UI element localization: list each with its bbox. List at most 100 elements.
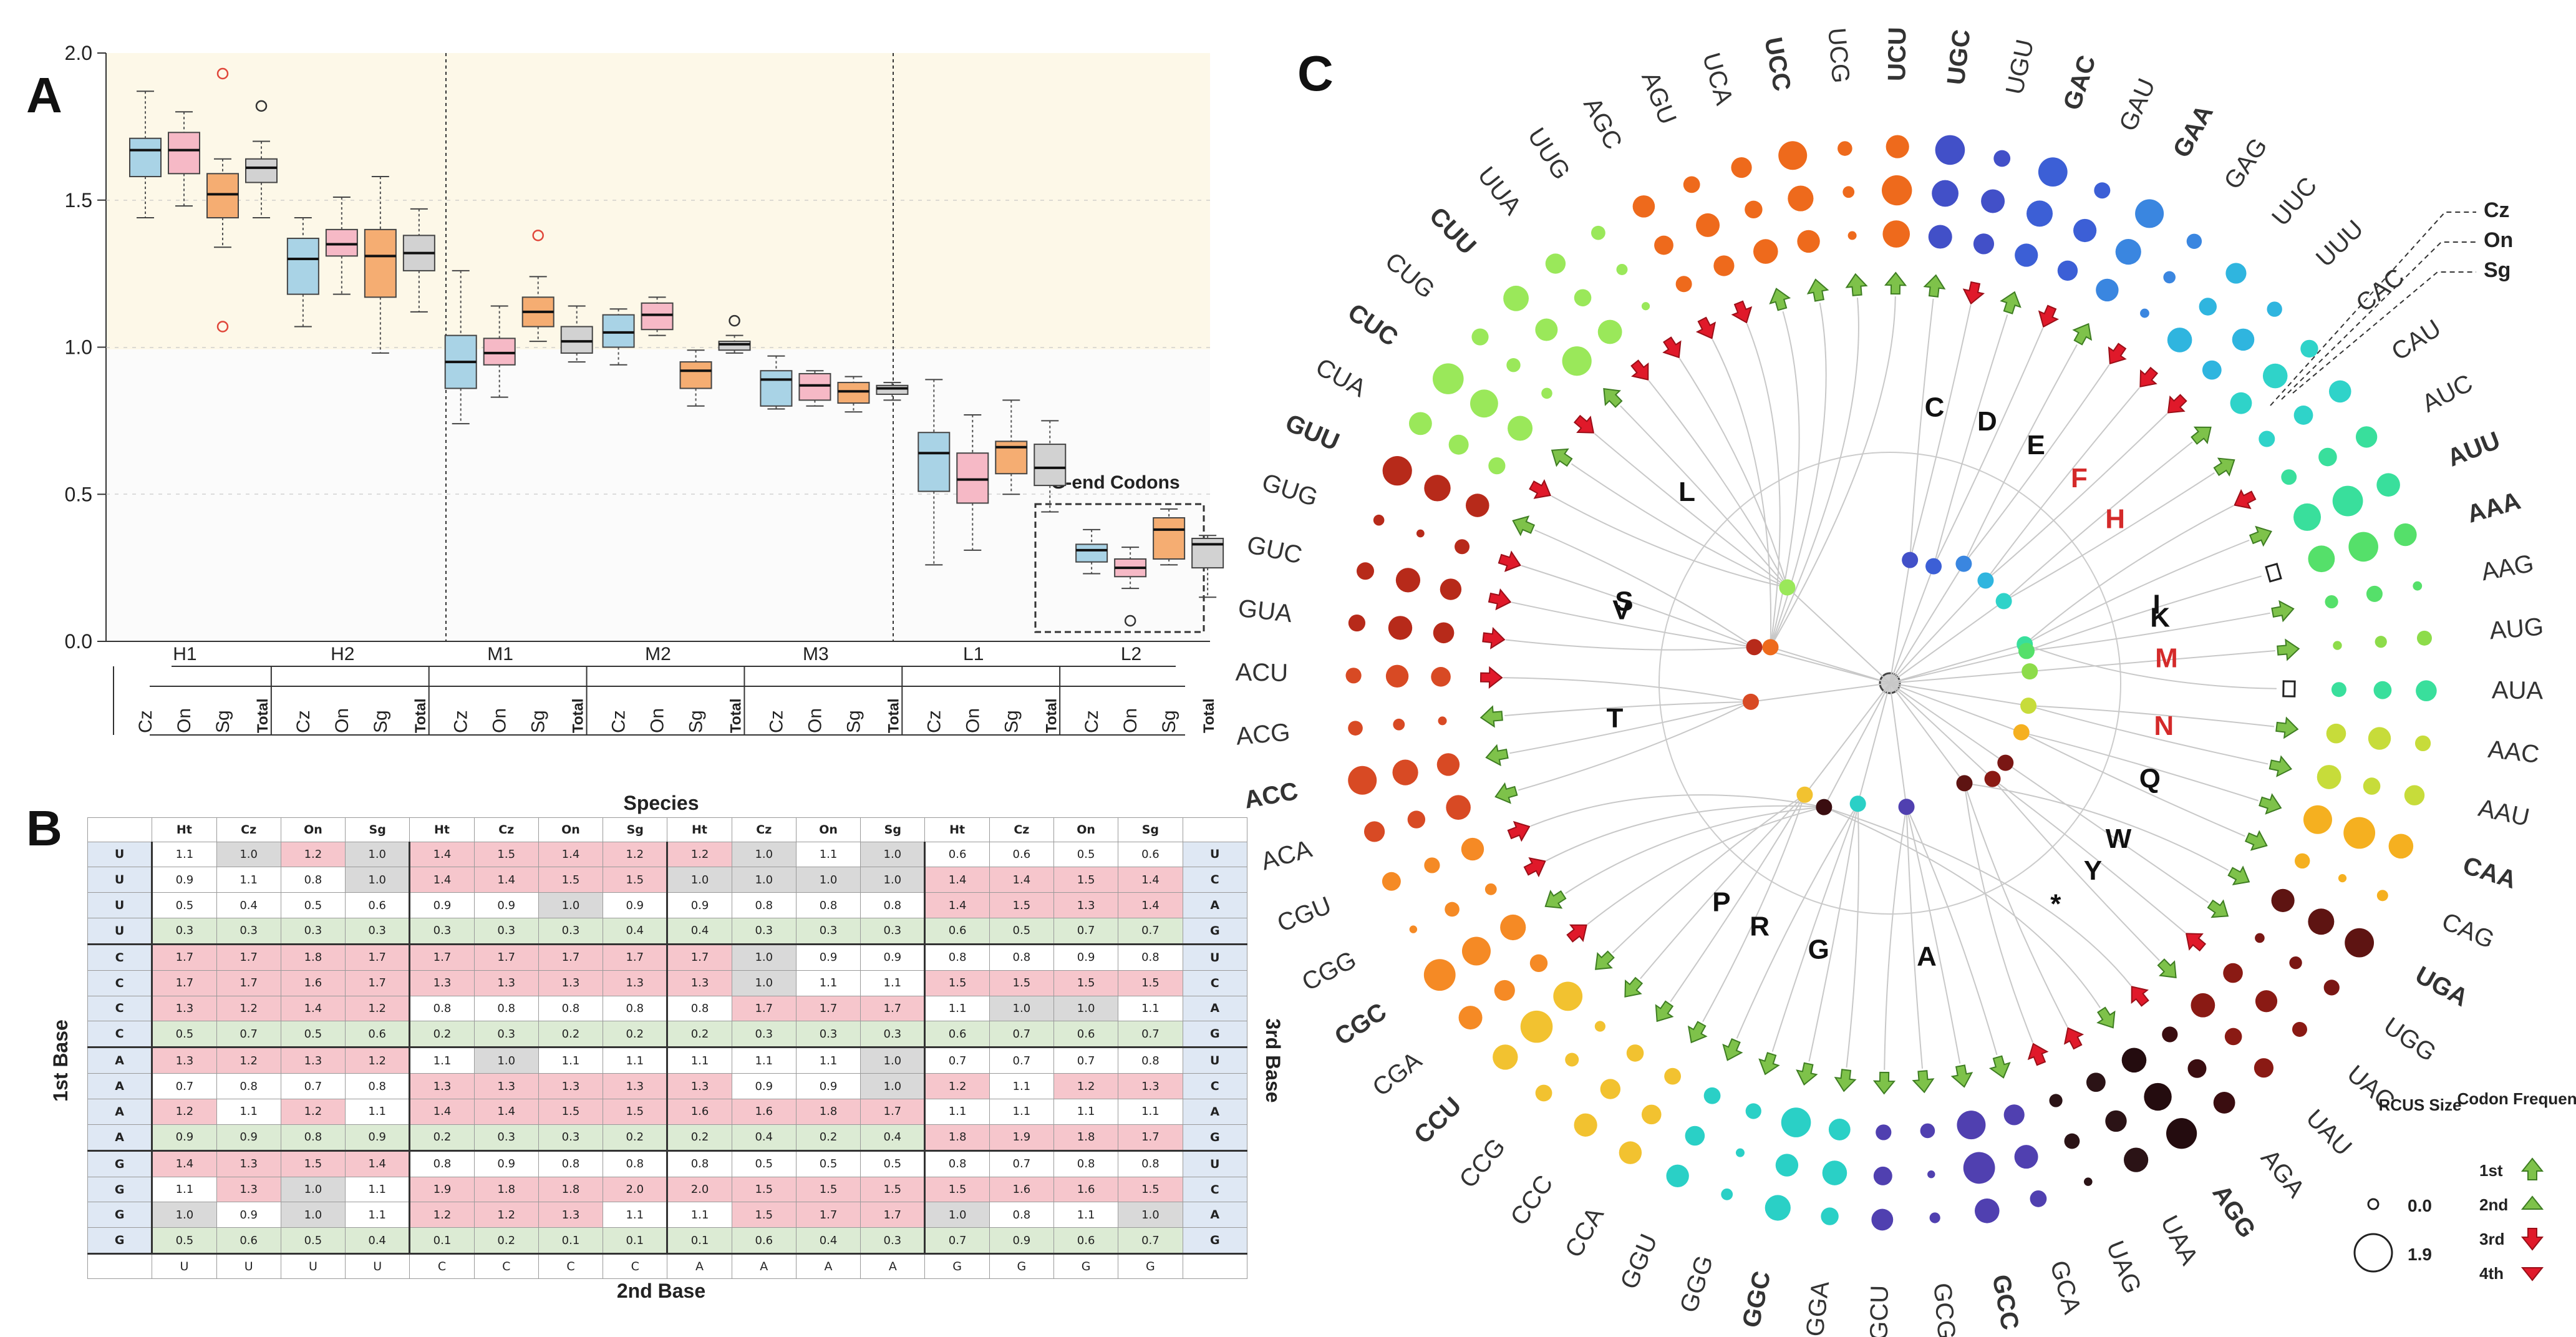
codon-branch <box>1505 639 1755 651</box>
sub-label: Total <box>728 698 745 733</box>
freq-arrow-up <box>1624 976 1644 998</box>
rscu-cell: 0.9 <box>216 1124 281 1152</box>
rscu-dot <box>1838 141 1852 156</box>
rscu-dot <box>1920 1123 1935 1139</box>
codon-branch <box>2021 731 2259 802</box>
freq-arrow-up <box>2249 525 2272 547</box>
table-row: C 1.7 1.7 1.6 1.7 1.3 1.3 1.3 1.3 1.3 1.0 1.1 1.1 1.5… <box>87 970 1248 996</box>
sub-label: Total <box>1201 698 1218 733</box>
codon-branch <box>1909 298 1934 560</box>
codon-label: CUG <box>1380 247 1440 304</box>
codon-label: ACA <box>1258 835 1315 875</box>
box-iqr <box>286 238 319 295</box>
rscu-cell: 0.8 <box>603 995 668 1022</box>
codon-label: CGU <box>1274 892 1335 938</box>
rscu-dot <box>2376 473 2400 497</box>
rscu-cell: 2.0 <box>666 1176 732 1203</box>
codon-label: GUU <box>1281 409 1343 456</box>
species-header: On <box>280 817 346 842</box>
codon-label: GAA <box>2168 100 2219 162</box>
third-base-cell: A <box>1182 1099 1248 1125</box>
box-M2-Cz <box>602 308 635 366</box>
rscu-cell: 1.2 <box>280 1099 346 1125</box>
rscu-dot <box>1436 753 1460 776</box>
rscu-dot <box>2366 585 2383 602</box>
rscu-dot <box>1494 980 1515 1001</box>
rscu-cell: 0.9 <box>409 892 475 918</box>
freq-legend-label: 4th <box>2479 1264 2504 1283</box>
rscu-cell: 0.8 <box>795 892 861 918</box>
box-iqr <box>1034 444 1067 487</box>
amino-acid-label: D <box>1977 406 1997 437</box>
codon-branch <box>1736 803 1859 1039</box>
second-base-cell: A <box>731 1253 797 1279</box>
freq-arrow-up <box>1758 1052 1780 1076</box>
rscu-dot <box>1388 616 1413 640</box>
rscu-cell: 1.2 <box>1053 1073 1119 1099</box>
rscu-dot <box>2281 469 2297 485</box>
rscu-cell: 0.3 <box>860 1227 926 1255</box>
rscu-cell: 1.0 <box>860 1073 926 1099</box>
freq-arrow-down <box>1529 479 1552 499</box>
amino-acid-label: P <box>1712 887 1730 917</box>
rscu-dot <box>2326 723 2346 744</box>
rscu-dot <box>2308 908 2335 935</box>
rscu-dot <box>2202 360 2222 380</box>
rscu-cell: 1.4 <box>345 1150 410 1177</box>
size-legend-max: 1.9 <box>2408 1245 2432 1264</box>
rscu-dot <box>1927 1170 1935 1179</box>
rscu-cell: 1.1 <box>1118 995 1183 1022</box>
freq-arrow-up <box>2207 899 2229 918</box>
rscu-dot <box>1345 668 1362 684</box>
codon-label: AUU <box>2444 427 2504 472</box>
rscu-dot <box>1765 1195 1791 1221</box>
rscu-dot <box>1500 914 1526 941</box>
y-tick-label: 1.5 <box>65 189 92 211</box>
amino-acid-label: L <box>1678 477 1695 507</box>
rscu-cell: 0.5 <box>1053 841 1119 868</box>
rscu-dot <box>1574 1113 1597 1137</box>
species-header: On <box>795 817 861 842</box>
rscu-dot <box>1745 200 1763 219</box>
rscu-dot <box>1619 1141 1642 1164</box>
codon-branch <box>1905 807 1924 1069</box>
rscu-dot <box>1616 263 1628 275</box>
rscu-cell: 1.0 <box>731 943 797 971</box>
freq-arrow-up <box>1872 1071 1896 1095</box>
rscu-dot <box>1348 721 1363 736</box>
box-M1-Cz <box>444 270 477 425</box>
rscu-cell: 0.9 <box>216 1202 281 1228</box>
freq-arrow-down <box>1566 924 1587 943</box>
rscu-cell: 1.5 <box>795 1176 861 1203</box>
freq-arrow-up <box>1923 274 1946 298</box>
box-M3-Total <box>876 382 909 401</box>
codon-branch <box>1504 701 1751 717</box>
group-label: M3 <box>803 644 829 664</box>
amino-acid-label: N <box>2154 711 2174 741</box>
codon-label: AGG <box>2207 1180 2260 1243</box>
freq-arrow-down <box>2131 986 2149 1007</box>
table-row: G 1.0 0.9 1.0 1.1 1.2 1.2 1.3 1.1 1.1 1.5 1.7 1.7 1.0… <box>87 1202 1248 1228</box>
codon-branch <box>2003 472 2215 602</box>
rscu-cell: 1.0 <box>280 1176 346 1203</box>
box-H1-Total <box>245 100 278 219</box>
rscu-dot <box>1520 1010 1553 1043</box>
box-iqr <box>129 137 162 178</box>
rscu-dot <box>1721 1188 1733 1200</box>
rscu-dot <box>2096 278 2119 302</box>
rscu-dot <box>2293 406 2313 425</box>
codon-label: ACG <box>1235 719 1291 751</box>
rscu-dot <box>1424 475 1451 502</box>
sub-label: Cz <box>135 710 156 733</box>
rscu-dot <box>1797 230 1820 253</box>
tree-branch <box>1889 643 2025 684</box>
rscu-dot <box>1545 253 1566 274</box>
freq-arrow-up <box>1769 288 1791 311</box>
box-iqr <box>679 361 712 389</box>
box-iqr <box>364 228 397 298</box>
rscu-cell: 1.2 <box>666 841 732 868</box>
first-base-cell: C <box>87 970 153 996</box>
codon-branch <box>1905 806 1998 1056</box>
rscu-dot <box>2303 805 2332 834</box>
rscu-dot <box>1781 1107 1811 1137</box>
